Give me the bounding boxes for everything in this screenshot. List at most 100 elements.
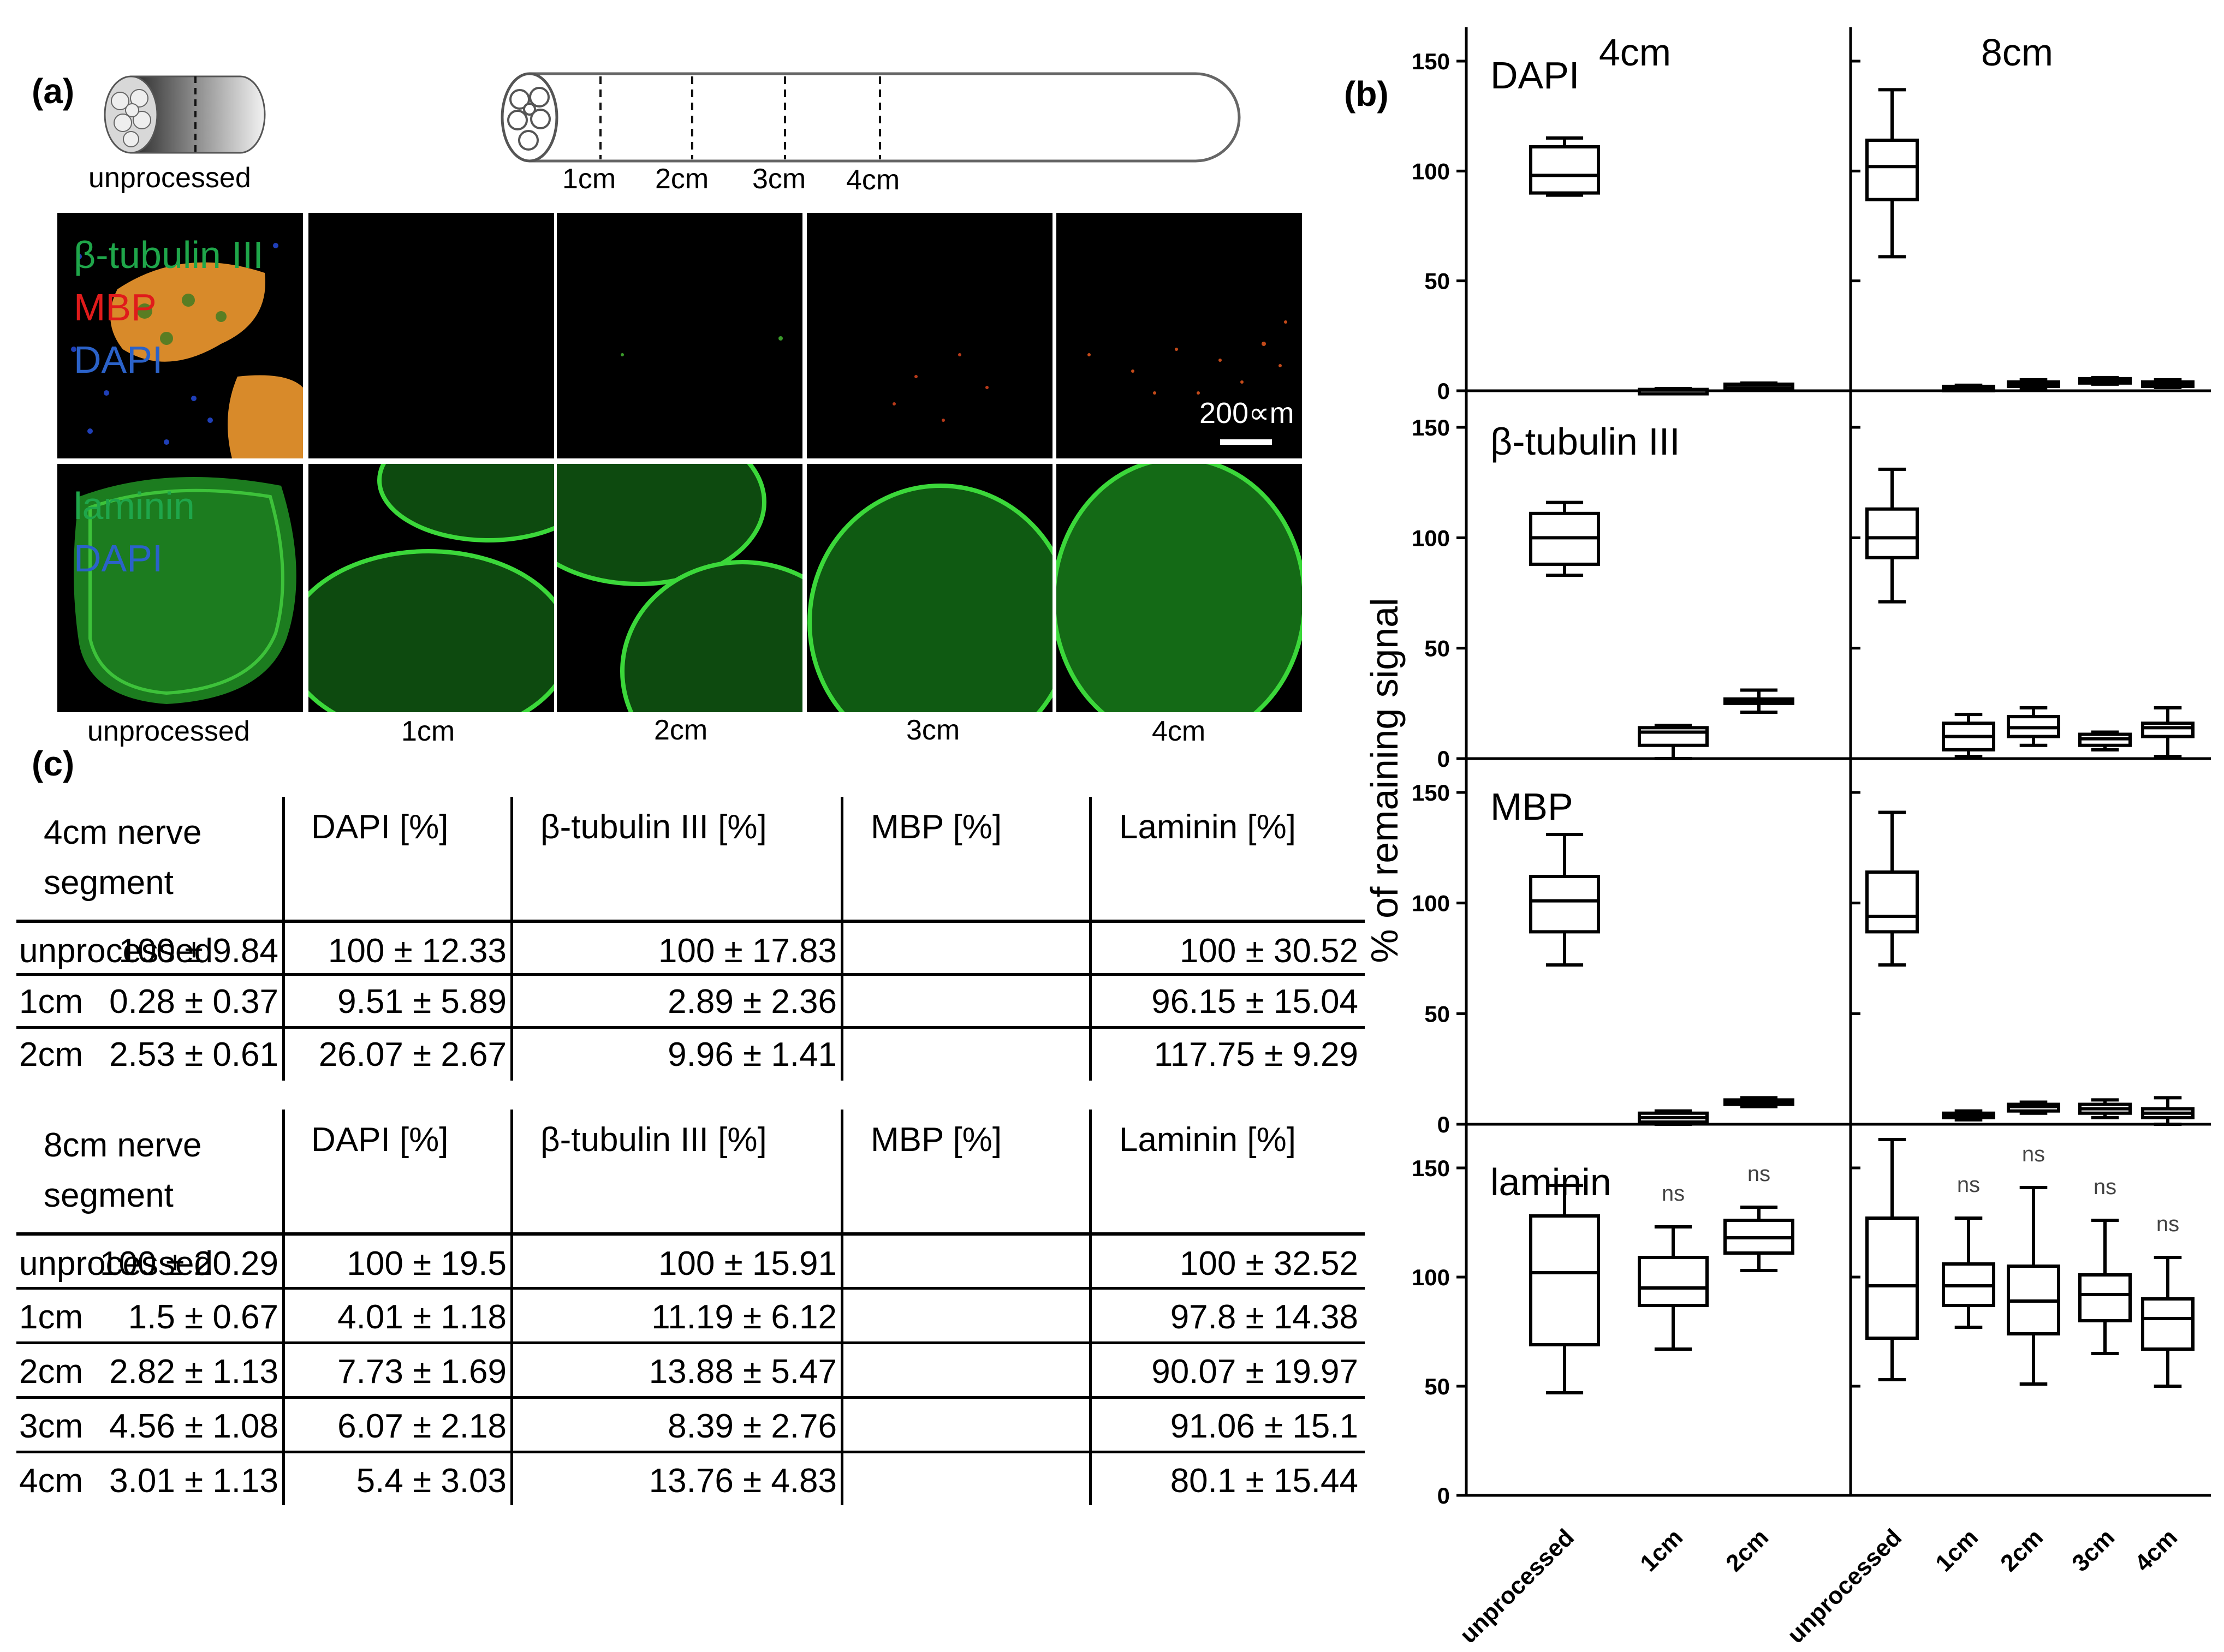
table-cell: 97.8 ± 14.38 — [1170, 1298, 1358, 1336]
table-cell: 4.01 ± 1.18 — [337, 1298, 507, 1336]
unprocessed-caption: unprocessed — [88, 162, 251, 194]
x-tick-label: 3cm — [2067, 1524, 2120, 1577]
box — [2141, 721, 2195, 738]
unprocessed-nerve-illustration — [104, 75, 266, 154]
header-beta-tubulin: β-tubulin III [%] — [540, 1121, 767, 1159]
table-cell: 13.88 ± 5.47 — [649, 1353, 837, 1391]
y-tick-label: 50 — [1424, 636, 1450, 661]
row-label: 1cm — [19, 1298, 84, 1336]
row-label: unprocessed — [19, 932, 213, 970]
table-cell: 3.01 ± 1.13 — [109, 1462, 278, 1500]
y-tick-label: 0 — [1437, 746, 1450, 772]
box — [1529, 1214, 1600, 1346]
y-axis-label: % of remaining signal — [1363, 598, 1406, 963]
y-tick-label: 0 — [1437, 1112, 1450, 1137]
x-tick-label: unprocessed — [1455, 1524, 1579, 1648]
column-caption-1cm: 1cm — [401, 715, 455, 747]
box — [1865, 507, 1919, 559]
table-cell: 91.06 ± 15.1 — [1170, 1408, 1358, 1445]
nerve-tick-2cm: 2cm — [655, 163, 709, 195]
table-cell: 8.39 ± 2.76 — [668, 1408, 837, 1445]
table-cell: 90.07 ± 19.97 — [1151, 1353, 1358, 1391]
box — [1529, 875, 1600, 934]
table-cell: 80.1 ± 15.44 — [1170, 1462, 1358, 1500]
micrograph-row1-unprocessed: β-tubulin III MBP DAPI — [57, 213, 303, 458]
table-cell: 7.73 ± 1.69 — [337, 1353, 507, 1391]
panel-c-label: (c) — [32, 744, 75, 783]
y-tick-label: 50 — [1424, 269, 1450, 294]
significance-label: ns — [1957, 1173, 1980, 1197]
x-tick-label: unprocessed — [1782, 1524, 1907, 1648]
box — [1529, 145, 1600, 195]
y-tick-label: 150 — [1412, 780, 1450, 806]
box-plot-figure: 4cm 8cm % of remaining signal 0 50 100 150 DAPI… — [1363, 27, 2211, 1649]
table-cell: 96.15 ± 15.04 — [1151, 983, 1358, 1021]
table-cell: 100 ± 9.84 — [118, 932, 278, 970]
micrograph-row1-2cm — [557, 213, 802, 458]
panel-title: β-tubulin III — [1490, 420, 1680, 463]
table-cell: 13.76 ± 4.83 — [649, 1462, 837, 1500]
y-tick-label: 100 — [1412, 891, 1450, 916]
table-cell: 2.82 ± 1.13 — [109, 1353, 278, 1391]
panel-title: MBP — [1490, 785, 1573, 828]
micrograph-row1-1cm — [308, 213, 554, 458]
table-cell: 100 ± 12.33 — [328, 932, 507, 970]
y-tick-label: 0 — [1437, 378, 1450, 404]
table-cell: 9.96 ± 1.41 — [668, 1036, 837, 1073]
nerve-tick-1cm: 1cm — [562, 163, 616, 195]
y-tick-label: 100 — [1412, 525, 1450, 551]
header-mbp: MBP [%] — [871, 1121, 1002, 1159]
micrograph-row1-3cm — [807, 213, 1052, 458]
row-label: 3cm — [19, 1408, 84, 1445]
table-cell: 100 ± 17.83 — [658, 932, 837, 970]
y-tick-label: 150 — [1412, 415, 1450, 440]
box — [2078, 1273, 2132, 1322]
header-dapi: DAPI [%] — [311, 1121, 449, 1159]
scale-bar-label: 200∝m — [1199, 397, 1294, 430]
x-tick-label: 2cm — [1721, 1524, 1774, 1577]
x-tick-label: 1cm — [1635, 1524, 1688, 1577]
box — [1865, 1216, 1919, 1340]
box — [1638, 1256, 1709, 1307]
micrograph-row2-4cm — [1056, 464, 1302, 712]
table-cell: 117.75 ± 9.29 — [1153, 1036, 1358, 1073]
x-tick-label: 4cm — [2130, 1524, 2183, 1577]
table-cell: 100 ± 19.5 — [347, 1245, 507, 1283]
y-tick-label: 0 — [1437, 1483, 1450, 1508]
table-cell: 0.28 ± 0.37 — [109, 983, 278, 1021]
micrograph-row1-4cm: 200∝m — [1056, 213, 1302, 458]
micrograph-row2-2cm — [557, 464, 802, 712]
table-cell: 2.89 ± 2.36 — [668, 983, 837, 1021]
table-cell: 100 ± 30.52 — [1179, 932, 1358, 970]
table-cell: 100 ± 15.91 — [658, 1245, 837, 1283]
header-beta-tubulin: β-tubulin III [%] — [540, 808, 767, 846]
y-tick-label: 150 — [1412, 49, 1450, 74]
nerve-tick-3cm: 3cm — [752, 163, 806, 195]
panel-b-label: (b) — [1344, 74, 1389, 114]
column-caption-2cm: 2cm — [654, 714, 708, 746]
micrograph-row2-3cm — [807, 464, 1052, 712]
table-cell: 11.19 ± 6.12 — [651, 1298, 837, 1336]
y-tick-label: 100 — [1412, 1265, 1450, 1290]
nerve-tick-4cm: 4cm — [846, 164, 900, 196]
header-segment: 8cm nerve segment — [44, 1126, 202, 1214]
panel-title: DAPI — [1490, 54, 1579, 97]
table-cell: 100 ± 20.29 — [99, 1245, 278, 1283]
stain-label-beta-tubulin: β-tubulin III — [74, 234, 264, 276]
table-cell: 2.53 ± 0.61 — [109, 1036, 278, 1073]
table-cell: 100 ± 32.52 — [1179, 1245, 1358, 1283]
table-cell: 1.5 ± 0.67 — [128, 1298, 278, 1336]
column-label-8cm: 8cm — [1981, 31, 2053, 74]
table-cell: 6.07 ± 2.18 — [337, 1408, 507, 1445]
header-dapi: DAPI [%] — [311, 808, 449, 846]
table-cell: 4.56 ± 1.08 — [109, 1408, 278, 1445]
header-mbp: MBP [%] — [871, 808, 1002, 846]
panel-title: laminin — [1490, 1161, 1611, 1203]
header-laminin: Laminin [%] — [1119, 1121, 1296, 1159]
y-tick-label: 50 — [1424, 1001, 1450, 1027]
table-cell: 26.07 ± 2.67 — [318, 1036, 507, 1073]
panel-a-label: (a) — [32, 71, 75, 111]
x-tick-label: 2cm — [1995, 1524, 2048, 1577]
significance-label: ns — [2156, 1212, 2179, 1236]
y-tick-label: 100 — [1412, 158, 1450, 184]
